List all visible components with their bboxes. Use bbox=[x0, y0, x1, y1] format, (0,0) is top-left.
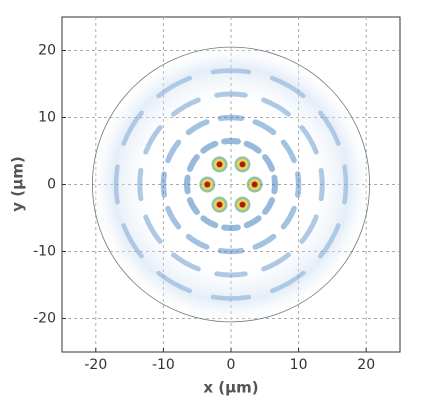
lobe bbox=[295, 171, 302, 198]
lobe bbox=[299, 125, 319, 155]
lobe bbox=[121, 223, 144, 259]
lobe bbox=[280, 205, 297, 230]
peak-core bbox=[216, 201, 223, 208]
lobe bbox=[252, 233, 277, 250]
lobe bbox=[261, 97, 291, 117]
lobe bbox=[200, 215, 219, 229]
lobe bbox=[113, 164, 120, 205]
lobe bbox=[137, 167, 144, 202]
fiber-boundary bbox=[92, 46, 370, 323]
lobe bbox=[185, 233, 210, 250]
x-tick-label: -10 bbox=[152, 357, 175, 373]
x-tick-label: 10 bbox=[290, 357, 308, 373]
x-axis-label: x (µm) bbox=[203, 379, 258, 397]
fiber-haze bbox=[92, 47, 370, 322]
y-tick-label: 10 bbox=[38, 110, 56, 126]
x-tick-label: 0 bbox=[227, 357, 236, 373]
y-tick-label: -20 bbox=[33, 311, 56, 327]
lobe bbox=[243, 140, 262, 154]
lobe bbox=[271, 174, 278, 195]
lobe bbox=[143, 125, 163, 155]
y-tick-label: 0 bbox=[47, 177, 56, 193]
lobe bbox=[261, 252, 291, 272]
lobe bbox=[214, 271, 248, 278]
lobe bbox=[165, 139, 182, 164]
lobe bbox=[318, 167, 325, 202]
peak-core bbox=[251, 181, 258, 188]
lobe bbox=[342, 164, 349, 205]
peak-core bbox=[204, 181, 211, 188]
lobe bbox=[252, 119, 277, 136]
lobe bbox=[221, 224, 241, 232]
lobe bbox=[269, 270, 306, 294]
lobe bbox=[318, 110, 341, 146]
peak-core bbox=[239, 161, 246, 168]
lobe bbox=[185, 119, 210, 136]
lobe bbox=[318, 223, 341, 259]
lobe bbox=[269, 75, 306, 99]
lobe bbox=[186, 197, 200, 215]
peak-core bbox=[216, 161, 223, 168]
lobe bbox=[210, 294, 252, 301]
lobe bbox=[184, 174, 191, 195]
lobe bbox=[165, 205, 182, 230]
lobe bbox=[262, 197, 276, 215]
lobe bbox=[299, 214, 319, 244]
lobe bbox=[214, 91, 248, 98]
lobe bbox=[210, 68, 252, 75]
ring bbox=[137, 91, 325, 278]
lobe bbox=[200, 140, 219, 154]
lobe bbox=[243, 215, 262, 229]
lobe bbox=[217, 247, 245, 255]
x-tick-label: 20 bbox=[357, 357, 375, 373]
ring bbox=[184, 137, 278, 232]
lobe bbox=[171, 252, 201, 272]
lobe bbox=[221, 137, 241, 145]
y-axis-label: y (µm) bbox=[9, 156, 27, 211]
lobe bbox=[160, 171, 167, 198]
ring bbox=[160, 114, 302, 255]
y-tick-label: -10 bbox=[33, 244, 56, 260]
lobe bbox=[186, 154, 200, 172]
peak-core bbox=[239, 201, 246, 208]
lobe bbox=[262, 154, 276, 172]
lobe bbox=[156, 270, 193, 294]
lobe bbox=[217, 114, 245, 122]
lobe bbox=[121, 110, 144, 146]
lobe bbox=[143, 214, 163, 244]
x-tick-label: -20 bbox=[84, 357, 107, 373]
ring bbox=[113, 68, 349, 301]
lobe bbox=[171, 97, 201, 117]
y-tick-label: 20 bbox=[38, 43, 56, 59]
lobe bbox=[156, 75, 193, 99]
lobe bbox=[280, 139, 297, 164]
